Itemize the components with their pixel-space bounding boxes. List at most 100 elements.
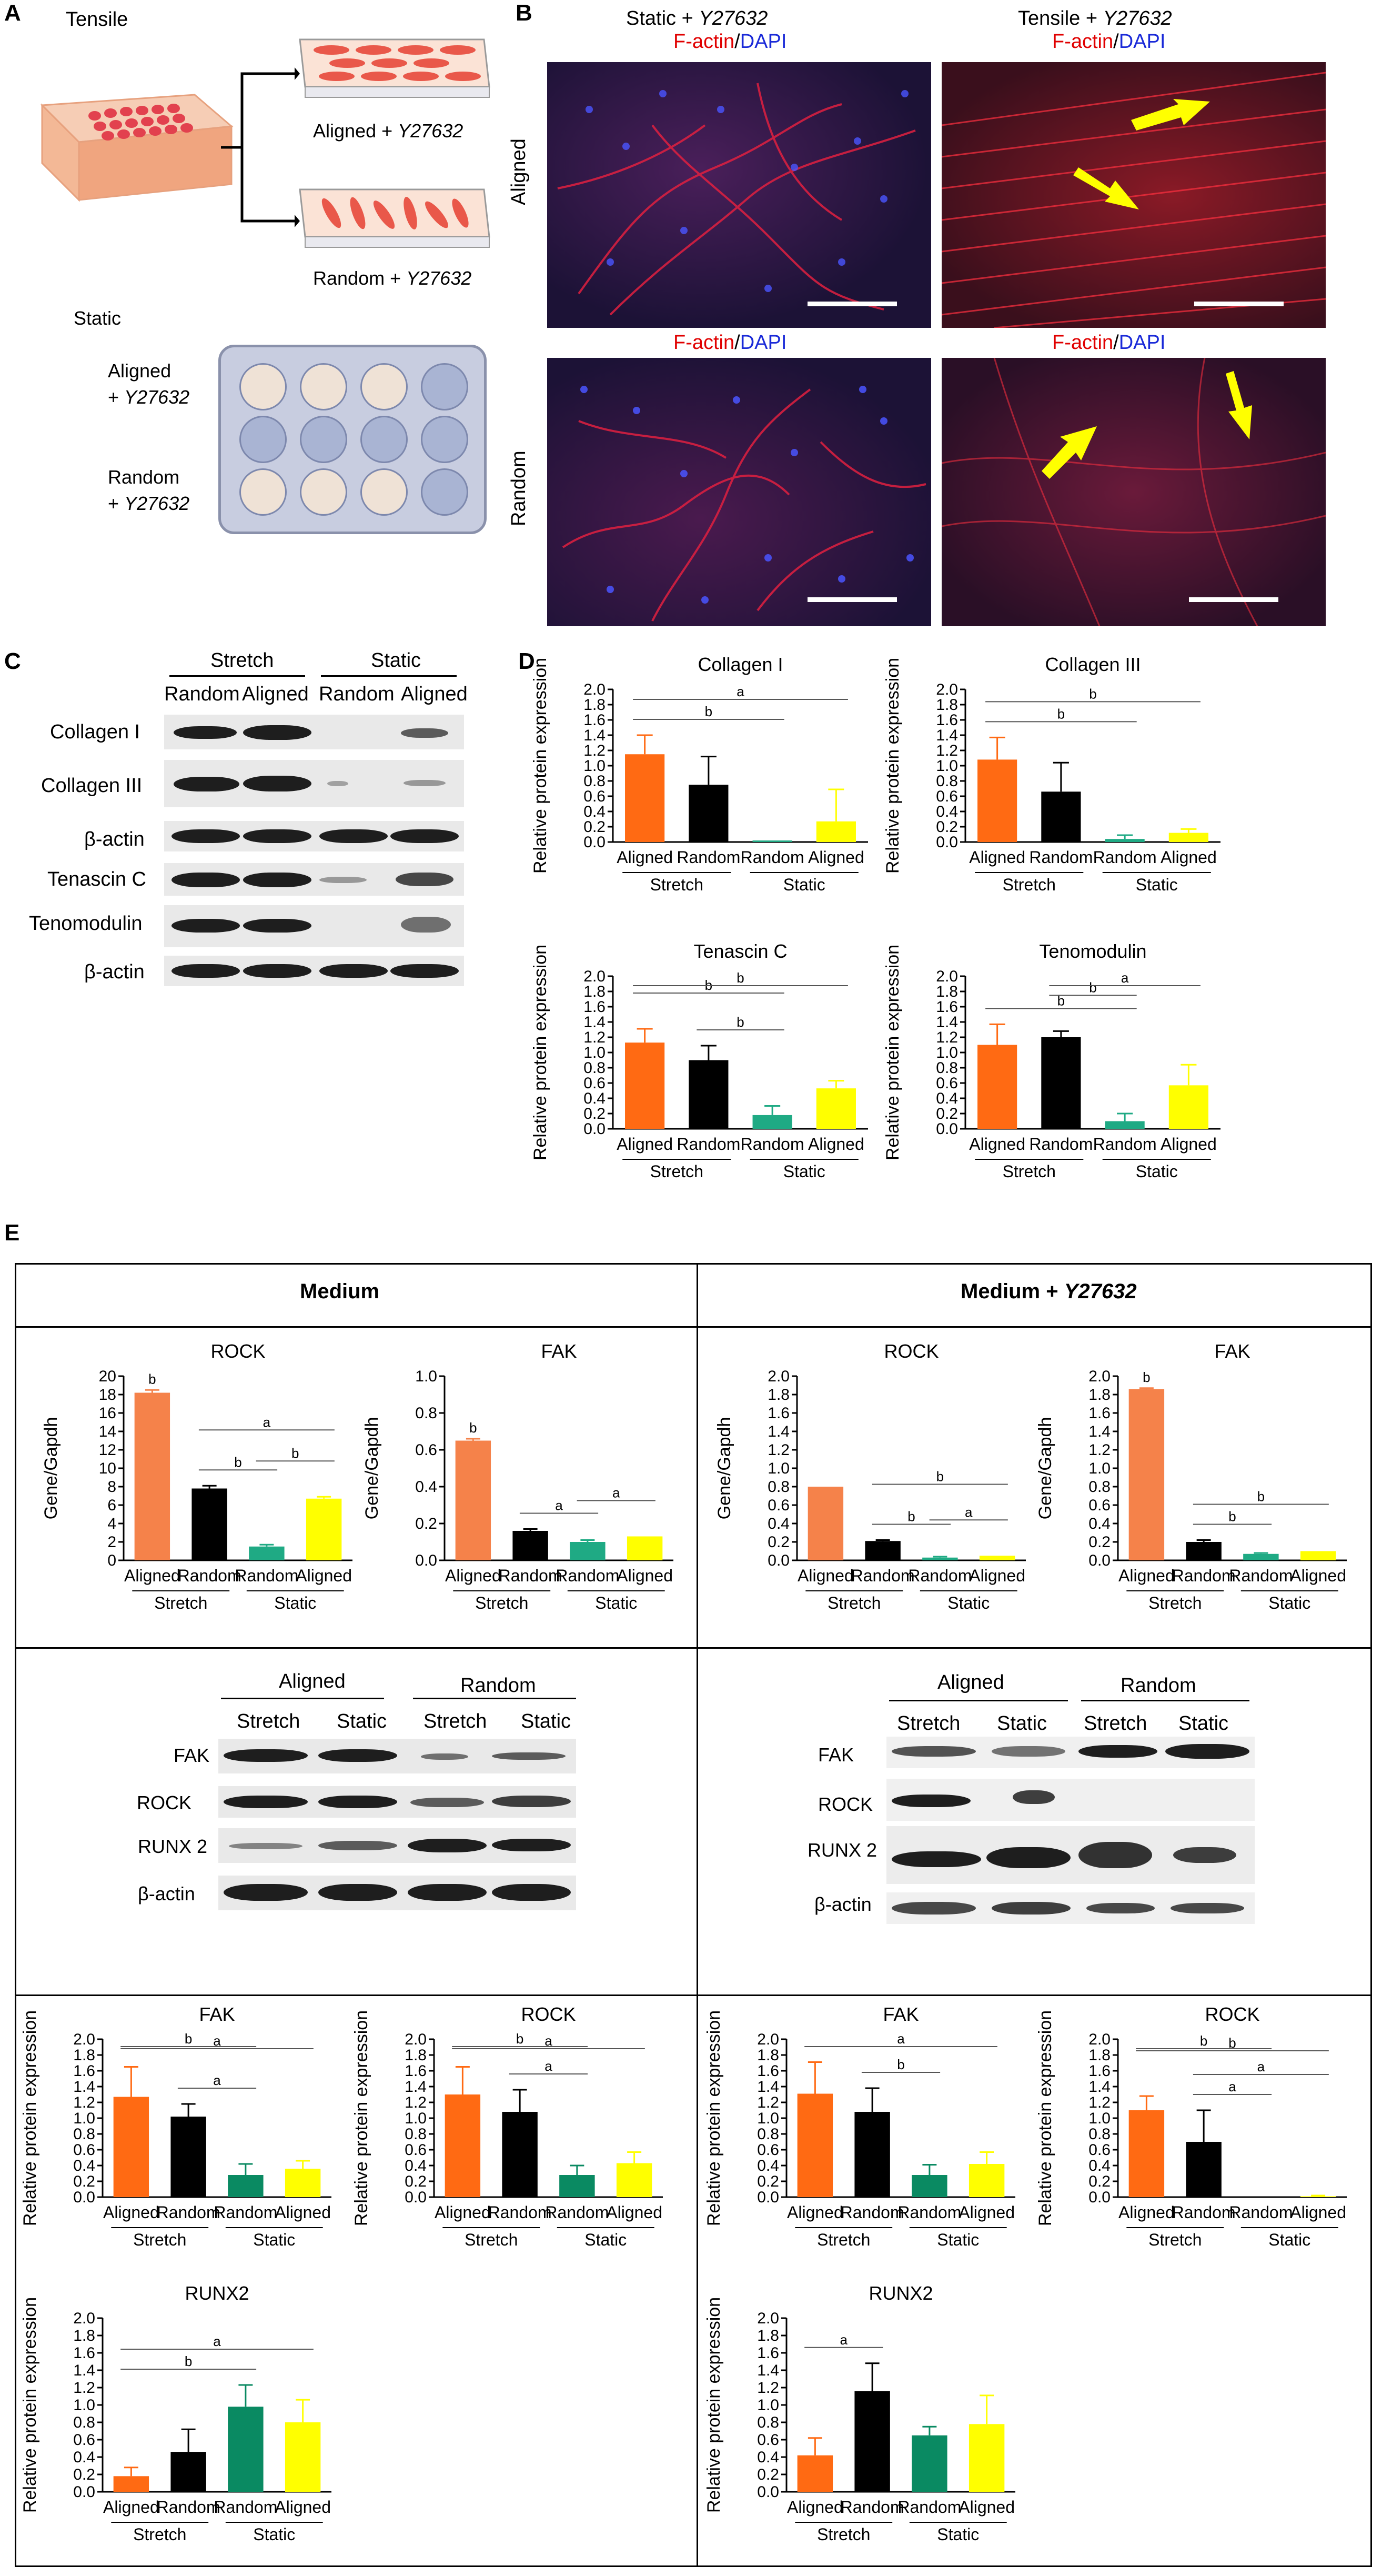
c-row-bactin-1: β-actin <box>84 828 145 850</box>
y-tick-label: 2.0 <box>73 2310 95 2327</box>
e-medium-title: Medium <box>300 1280 380 1303</box>
bar <box>1300 1551 1336 1560</box>
c-row-col3: Collagen III <box>41 775 143 797</box>
y-tick-label: 0.4 <box>415 1478 437 1496</box>
y-axis-label: Relative protein expression <box>20 2297 40 2513</box>
y-tick-label: 1.6 <box>73 2344 95 2362</box>
significance-label: b <box>291 1445 299 1461</box>
y-axis-label: Relative protein expression <box>530 945 550 1160</box>
y-tick-label: 1.0 <box>757 2397 779 2414</box>
well <box>239 416 287 463</box>
y-tick-label: 0 <box>107 1552 116 1569</box>
y-tick-label: 2.0 <box>768 1368 790 1385</box>
e-right-row-fak: FAK <box>818 1744 854 1766</box>
chart-title: Tenomodulin <box>1039 940 1146 962</box>
y-tick-label: 1.8 <box>936 983 958 1000</box>
significance-label: b <box>1143 1369 1150 1385</box>
x-tick-label: Aligned <box>808 848 864 867</box>
y-tick-label: 0.0 <box>583 1120 606 1138</box>
y-tick-label: 0.4 <box>1088 2157 1111 2174</box>
bar <box>816 821 856 842</box>
tensile-random-fibers <box>942 358 1326 626</box>
significance-label: b <box>1057 993 1065 1008</box>
y-tick-label: 1.8 <box>1088 1386 1111 1404</box>
y-tick-label: 0.6 <box>1088 1497 1111 1514</box>
x-tick-label: Aligned <box>787 2498 843 2517</box>
y-tick-label: 1.0 <box>405 2110 427 2127</box>
y-tick-label: 2.0 <box>757 2031 779 2048</box>
y-tick-label: 0.8 <box>1088 1478 1111 1496</box>
x-tick-label: Aligned <box>798 1566 854 1585</box>
static-aligned-fibers <box>557 83 916 316</box>
y-tick-label: 4 <box>107 1515 116 1532</box>
y-tick-label: 0.8 <box>405 2126 427 2143</box>
e-right-random-rule <box>1081 1700 1249 1701</box>
significance-label: a <box>544 2058 552 2074</box>
panel-c-letter: C <box>4 648 21 674</box>
bar <box>922 1557 958 1560</box>
y-tick-label: 0.2 <box>768 1533 790 1551</box>
y-tick-label: 0.6 <box>415 1441 437 1459</box>
y-tick-label: 1.0 <box>768 1460 790 1477</box>
e-left-blot-rock <box>218 1786 576 1818</box>
significance-label: b <box>1089 686 1096 701</box>
y-tick-label: 2 <box>107 1533 116 1551</box>
well <box>360 468 408 516</box>
y-tick-label: 0.6 <box>757 2141 779 2159</box>
c-row-tenc: Tenascin C <box>47 868 146 890</box>
y-tick-label: 0.8 <box>757 2414 779 2431</box>
bar <box>170 2117 206 2197</box>
c-col-aligned-2: Aligned <box>401 683 468 705</box>
y-tick-label: 2.0 <box>73 2031 95 2048</box>
bar <box>797 2455 833 2492</box>
y-tick-label: 2.0 <box>936 968 958 985</box>
significance-label: b <box>185 2353 192 2369</box>
y-tick-label: 1.0 <box>1088 1460 1111 1477</box>
group-label: Stretch <box>133 2230 186 2249</box>
y-tick-label: 0.8 <box>415 1405 437 1422</box>
y-tick-label: 2.0 <box>936 681 958 698</box>
y-tick-label: 0.2 <box>405 2173 427 2190</box>
significance-label: b <box>148 1371 156 1387</box>
tensile-label: Tensile <box>66 8 128 31</box>
e-left-col-4: Static <box>521 1710 571 1732</box>
e-left-group-aligned: Aligned <box>279 1670 346 1692</box>
significance-label: a <box>965 1504 973 1520</box>
well <box>421 468 468 516</box>
chart-collagen-iii: Collagen III Relative protein expression 0… <box>883 654 1220 894</box>
panel-b-letter: B <box>516 0 532 26</box>
bar <box>912 2175 947 2197</box>
chart-title: RUNX2 <box>869 2282 933 2304</box>
bar <box>228 2407 264 2492</box>
y-tick-label: 1.2 <box>583 1029 606 1046</box>
group-label: Stretch <box>154 1593 207 1612</box>
e-right-col-3: Stretch <box>1084 1712 1147 1735</box>
bar <box>1168 833 1208 842</box>
plate-aligned-label: Aligned <box>108 360 172 382</box>
group-label: Stretch <box>1003 875 1056 894</box>
y-tick-label: 8 <box>107 1478 116 1496</box>
y-tick-label: 1.8 <box>405 2047 427 2064</box>
x-tick-label: Aligned <box>275 2498 331 2517</box>
y-tick-label: 1.2 <box>768 1441 790 1459</box>
y-tick-label: 1.0 <box>73 2110 95 2127</box>
group-label: Stretch <box>133 2525 186 2544</box>
y-tick-label: 0.0 <box>757 2189 779 2206</box>
row2-col1-stain: F-actin/DAPI <box>673 332 787 354</box>
y-tick-label: 1.6 <box>936 998 958 1016</box>
y-tick-label: 2.0 <box>583 968 606 985</box>
y-tick-label: 0.8 <box>1088 2126 1111 2143</box>
x-tick-label: Random <box>1093 1135 1157 1154</box>
significance-label: a <box>1228 2079 1236 2094</box>
blot-b-actin-1 <box>164 821 464 851</box>
well <box>300 468 347 516</box>
y-tick-label: 0.0 <box>73 2189 95 2206</box>
bar <box>134 1392 170 1560</box>
chart-title: FAK <box>1214 1340 1250 1362</box>
x-tick-label: Random <box>499 1566 562 1585</box>
significance-label: b <box>469 1420 477 1436</box>
bar <box>969 2164 1005 2197</box>
y-tick-label: 2.0 <box>405 2031 427 2048</box>
significance-label: a <box>737 684 744 699</box>
bar <box>1186 2142 1222 2197</box>
